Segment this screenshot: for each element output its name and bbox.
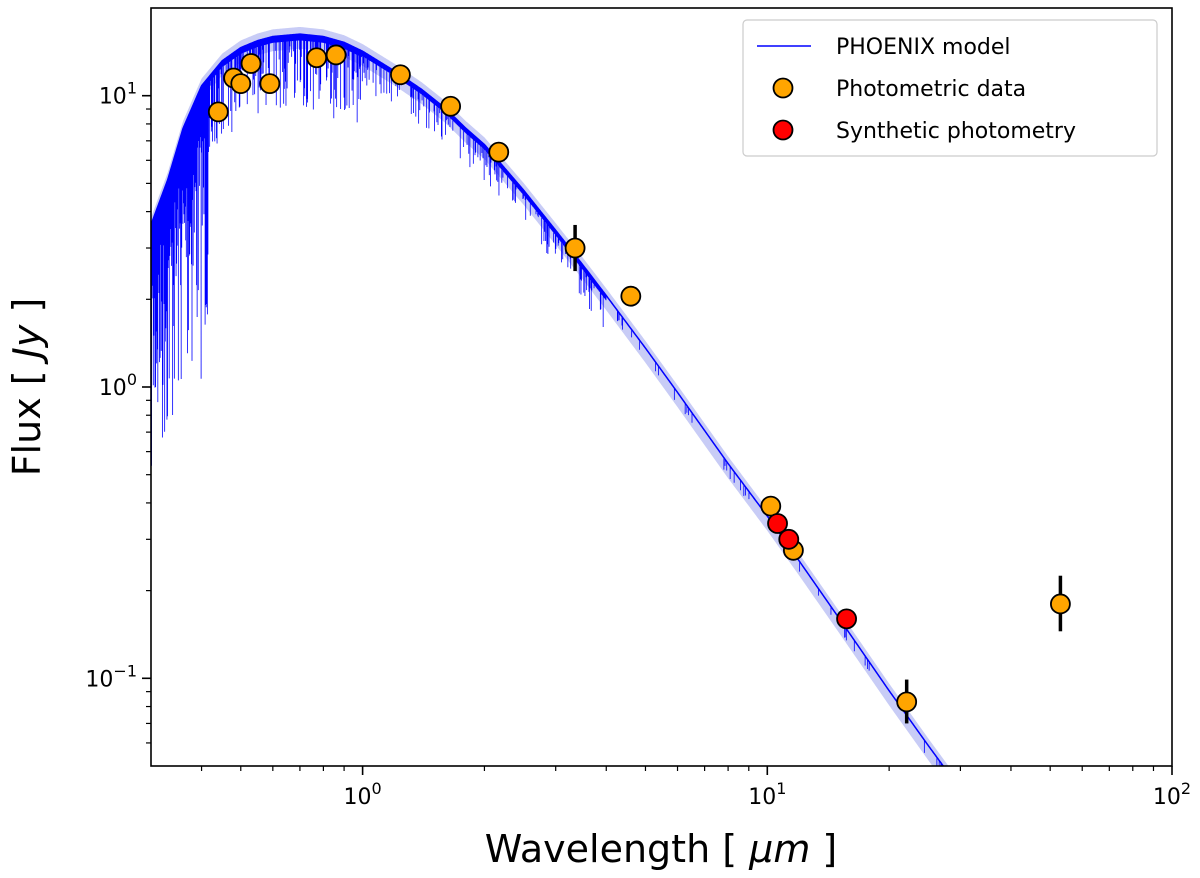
x-tick-label: 101 (748, 779, 786, 810)
synthetic-point (778, 528, 800, 550)
legend-model-label: PHOENIX model (836, 35, 1011, 60)
photometric-point (390, 64, 411, 86)
photometric-point (620, 285, 642, 307)
photometric-point (760, 495, 782, 517)
legend-synth-marker (772, 119, 794, 141)
photometric-point (1050, 593, 1071, 615)
x-tick-label: 100 (344, 779, 382, 810)
axis-ticks: 100 101 102 10−1 100 101 (85, 79, 1191, 810)
photometric-point (306, 47, 328, 69)
y-tick-label: 101 (99, 79, 137, 110)
photometric-point (488, 141, 510, 163)
photometric-point (240, 53, 262, 74)
y-tick-label: 100 (99, 370, 137, 401)
plot-area (151, 26, 1071, 766)
x-tick-label: 102 (1153, 779, 1191, 810)
photometric-point (440, 95, 462, 117)
legend-phot-label: Photometric data (836, 77, 1026, 102)
legend-box (742, 19, 1158, 157)
photometric-point (564, 237, 586, 259)
photometric-point (325, 44, 347, 66)
synthetic-point (836, 608, 857, 630)
data-points-layer (207, 44, 1071, 724)
photometric-point (230, 73, 252, 95)
photometric-point (896, 691, 918, 713)
photometric-point (207, 101, 229, 123)
photometric-point (259, 73, 281, 95)
x-axis-label: Wavelength [ μm ] (485, 827, 838, 871)
legend-phot-marker (772, 77, 794, 99)
synthetic-point (767, 513, 788, 534)
y-axis-label: Flux [ Jy ] (5, 298, 49, 477)
legend-synth-label: Synthetic photometry (836, 119, 1076, 144)
legend: PHOENIX model Photometric data Synthetic… (742, 19, 1158, 157)
phoenix-model-line (151, 33, 945, 766)
y-tick-label: 10−1 (85, 661, 137, 692)
